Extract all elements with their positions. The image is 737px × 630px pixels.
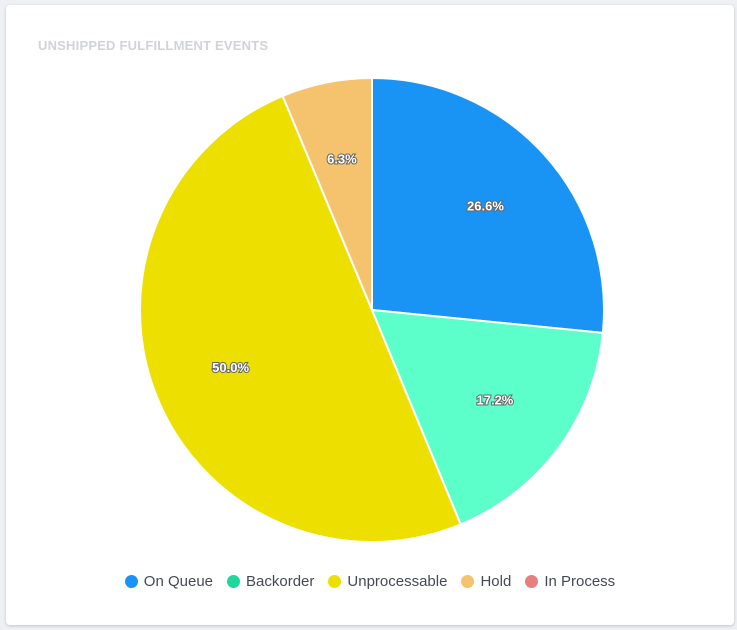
pie-chart: 26.6% 17.2% 50.0% 6.3% — [139, 76, 605, 543]
legend-dot-icon — [124, 575, 138, 588]
legend-item-on-queue[interactable]: On Queue — [124, 573, 214, 590]
slice-label-on-queue: 26.6% — [467, 199, 504, 214]
pie-slice-unprocessable[interactable] — [139, 94, 463, 543]
chart-title: UNSHIPPED FULFILLMENT EVENTS — [38, 38, 269, 53]
slice-label-backorder: 17.2% — [477, 393, 514, 408]
legend-dot-icon — [461, 575, 475, 588]
pie-slice-on-queue[interactable] — [371, 76, 605, 334]
legend-item-unprocessable[interactable]: Unprocessable — [328, 573, 447, 590]
legend-label: Unprocessable — [347, 573, 448, 590]
legend-label: In Process — [544, 573, 616, 590]
legend-label: Backorder — [246, 573, 315, 590]
slice-label-hold: 6.3% — [327, 151, 357, 166]
legend-item-hold[interactable]: Hold — [461, 573, 511, 590]
pie-slice-backorder[interactable] — [370, 308, 604, 526]
pie-slice-hold[interactable] — [281, 76, 373, 311]
legend-dot-icon — [525, 575, 539, 588]
legend-item-backorder[interactable]: Backorder — [227, 573, 314, 590]
legend-label: On Queue — [143, 573, 214, 590]
slice-label-unprocessable: 50.0% — [212, 360, 249, 375]
legend-dot-icon — [328, 575, 342, 588]
legend-label: Hold — [480, 573, 512, 590]
legend-item-in-process[interactable]: In Process — [525, 573, 615, 590]
chart-card: UNSHIPPED FULFILLMENT EVENTS 26.6% 17.2% 5… — [6, 5, 734, 625]
chart-legend: On Queue Backorder Unprocessable Hold In Pro… — [6, 573, 734, 590]
legend-dot-icon — [227, 575, 241, 588]
